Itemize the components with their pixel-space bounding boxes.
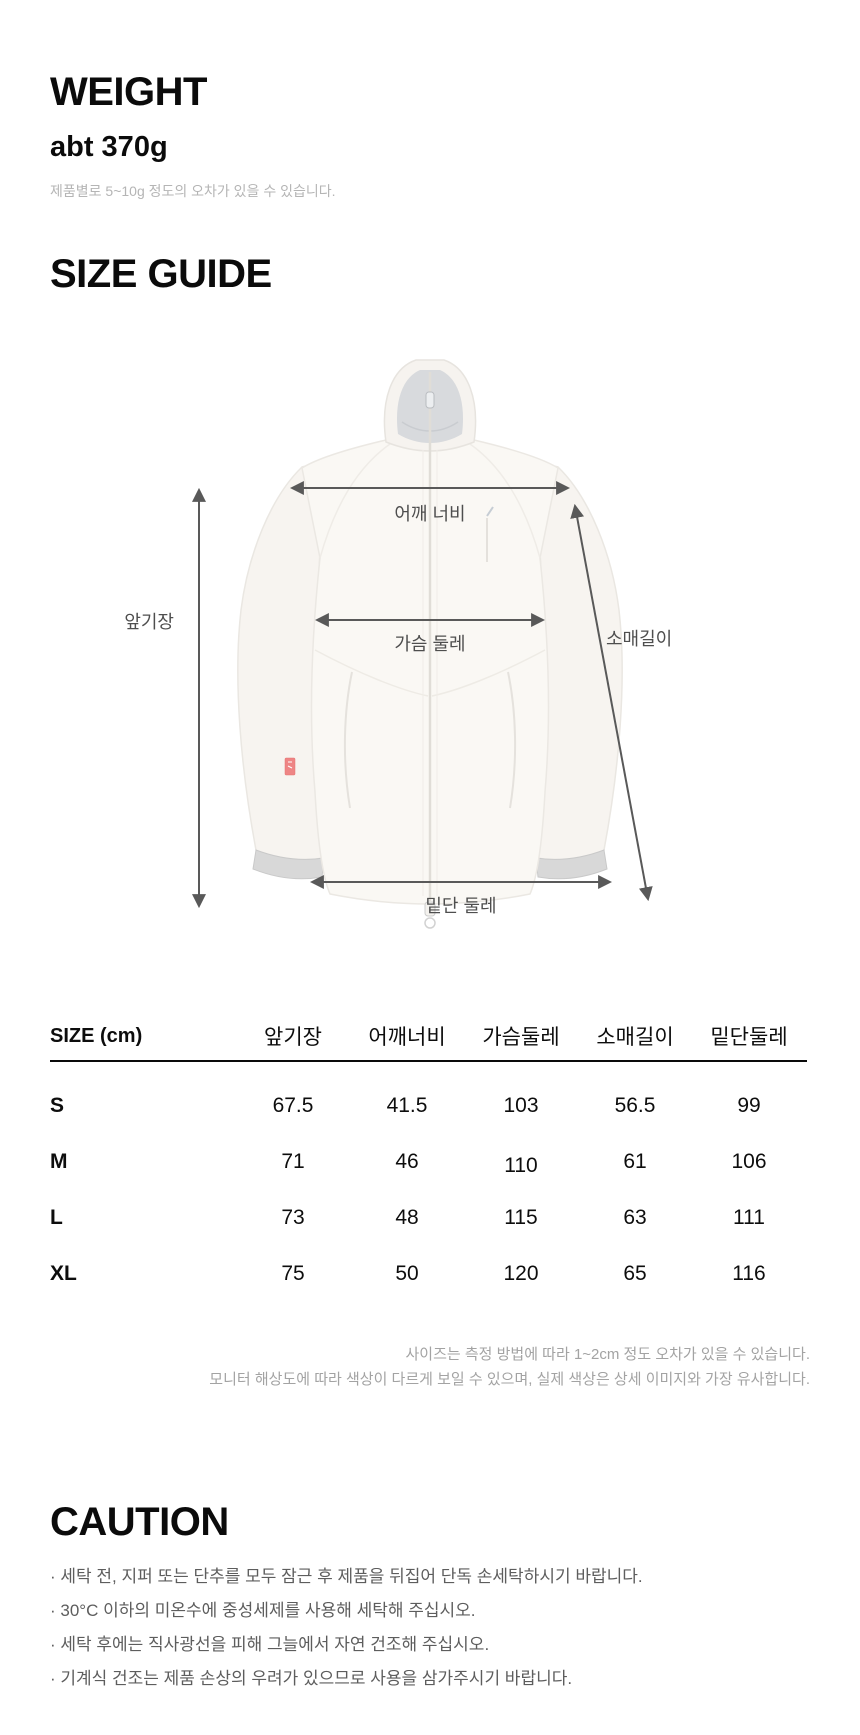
value-front-length: 75 [281,1262,305,1285]
jacket-side-tag-mark [287,761,293,769]
value-shoulder: 41.5 [386,1094,428,1117]
caution-list: · 세탁 전, 지퍼 또는 단추를 모두 잠근 후 제품을 뒤집어 단독 손세탁… [50,1560,643,1696]
size-table-header-front-length: 앞기장 [264,1026,322,1049]
value-chest: 120 [503,1262,539,1285]
value-sleeve: 61 [623,1150,647,1173]
value-chest: 110 [504,1154,538,1177]
jacket-measurement-diagram: 어깨 너비 가슴 둘레 밑단 둘레 앞기장 소매길이 [124,359,672,929]
value-chest: 115 [504,1206,538,1229]
size-label: S [50,1094,65,1117]
caution-item: · 30°C 이하의 미온수에 중성세제를 사용해 세탁해 주십시오. [50,1601,476,1620]
weight-value: abt 370g [50,131,168,163]
size-label: M [50,1150,68,1173]
jacket-right-pocket [507,671,517,809]
jacket-left-pocket [343,671,353,809]
weight-tolerance-note: 제품별로 5~10g 정도의 오차가 있을 수 있습니다. [50,183,336,199]
size-guide-diagram: 어깨 너비 가슴 둘레 밑단 둘레 앞기장 소매길이 [0,350,860,965]
size-guide-section-title: SIZE GUIDE [50,252,272,296]
caution-item: · 세탁 전, 지퍼 또는 단추를 모두 잠근 후 제품을 뒤집어 단독 손세탁… [50,1567,643,1586]
size-table-row-l: L 73 48 115 63 111 [50,1190,807,1246]
value-hem: 106 [731,1150,767,1173]
sleeve-length-label: 소매길이 [606,629,672,649]
jacket-hem-zipper-slider [424,901,436,917]
measurement-arrows [192,481,653,909]
sleeve-length-arrow [570,503,653,902]
value-chest: 103 [503,1094,539,1117]
value-hem: 99 [737,1094,761,1117]
size-note-color: 모니터 해상도에 따라 색상이 다르게 보일 수 있으며, 실제 색상은 상세 … [209,1371,810,1388]
jacket-illustration [237,359,623,929]
size-table-row-xl: XL 75 50 120 65 116 [50,1246,807,1302]
jacket-right-chevron-seam [431,649,546,697]
jacket-hem-zipper-ring [424,917,436,929]
size-label: L [50,1206,63,1229]
jacket-chest-zipper-pull [486,506,494,517]
size-table-header-shoulder: 어깨너비 [368,1026,446,1049]
size-table-row-m: M 71 46 110 61 106 [50,1134,807,1190]
value-shoulder: 50 [395,1262,419,1285]
size-table-row-s: S 67.5 41.5 103 56.5 99 [50,1078,807,1134]
shoulder-width-label: 어깨 너비 [394,504,465,524]
size-table-header-sleeve: 소매길이 [596,1026,674,1049]
value-sleeve: 56.5 [614,1094,656,1117]
value-hem: 111 [733,1206,765,1229]
hem-circumference-label: 밑단 둘레 [425,896,496,916]
size-table-notes: 사이즈는 측정 방법에 따라 1~2cm 정도 오차가 있을 수 있습니다. 모… [209,1342,810,1392]
value-shoulder: 48 [395,1206,419,1229]
size-table-header-size: SIZE (cm) [50,1024,143,1047]
value-sleeve: 65 [623,1262,647,1285]
size-table-header-hem: 밑단둘레 [710,1026,788,1049]
value-front-length: 73 [281,1206,305,1229]
value-front-length: 71 [281,1150,305,1173]
caution-section-title: CAUTION [50,1500,229,1544]
caution-item: · 기계식 건조는 제품 손상의 우려가 있으므로 사용을 삼가주시기 바랍니다… [50,1669,573,1688]
caution-item: · 세탁 후에는 직사광선을 피해 그늘에서 자연 건조해 주십시오. [50,1635,490,1654]
chest-circumference-label: 가슴 둘레 [394,634,465,654]
size-table: SIZE (cm) 앞기장 어깨너비 가슴둘레 소매길이 밑단둘레 S 67.5… [50,1012,807,1302]
jacket-left-chevron-seam [314,649,429,697]
size-table-body: S 67.5 41.5 103 56.5 99 M 71 46 110 61 1… [50,1062,807,1302]
size-table-header-row: SIZE (cm) 앞기장 어깨너비 가슴둘레 소매길이 밑단둘레 [50,1012,807,1062]
value-hem: 116 [732,1262,766,1285]
size-table-header-chest: 가슴둘레 [482,1026,560,1049]
front-length-label: 앞기장 [124,612,174,632]
size-note-tolerance: 사이즈는 측정 방법에 따라 1~2cm 정도 오차가 있을 수 있습니다. [405,1346,810,1363]
value-sleeve: 63 [623,1206,647,1229]
value-shoulder: 46 [395,1150,419,1173]
weight-section-title: WEIGHT [50,70,207,114]
size-label: XL [50,1262,77,1285]
jacket-collar-zipper-pull [425,391,435,409]
value-front-length: 67.5 [272,1094,314,1117]
